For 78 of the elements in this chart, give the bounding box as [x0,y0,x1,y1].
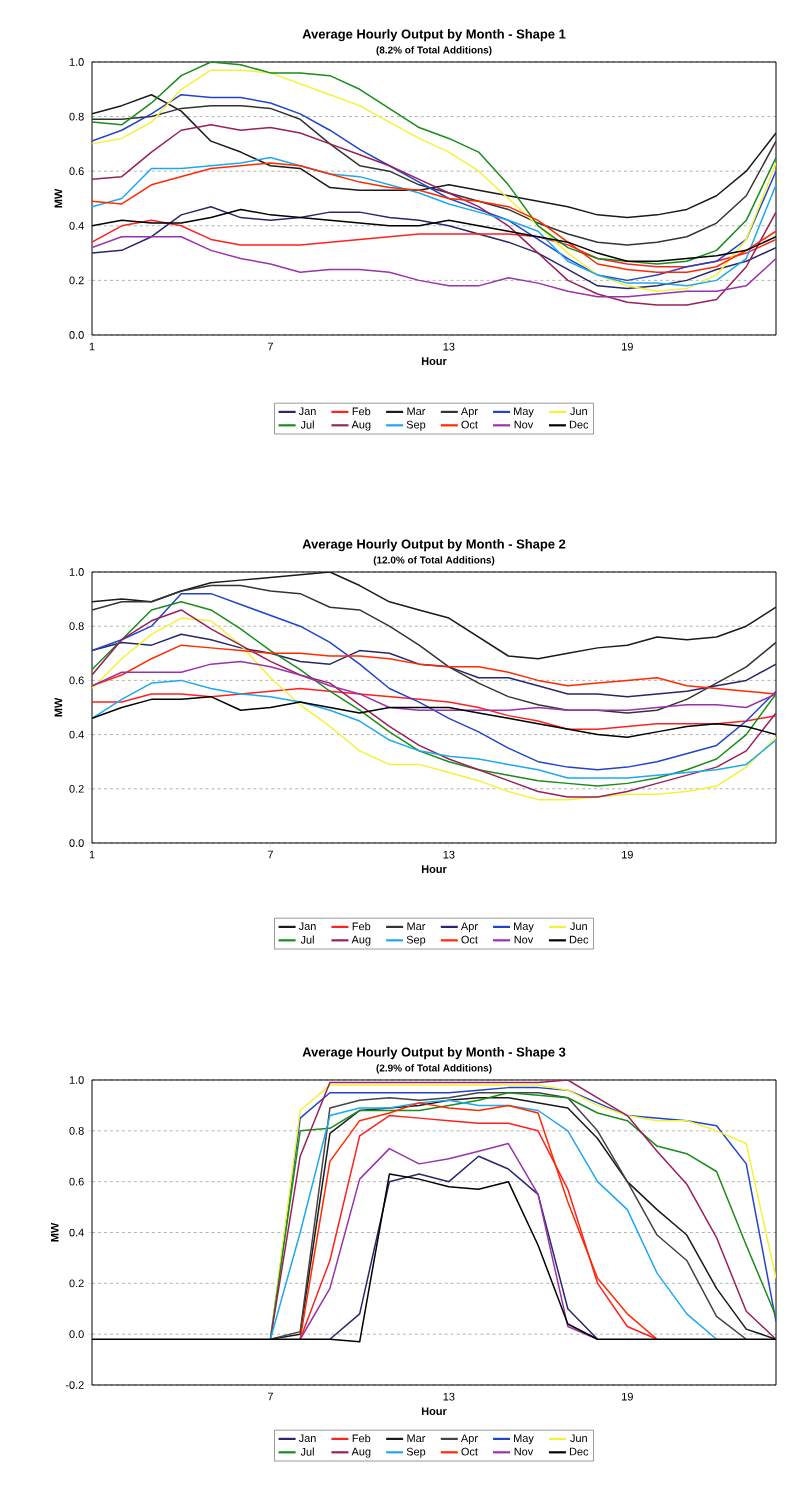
legend-label: Sep [406,1447,426,1458]
x-axis-title: Hour [421,1407,447,1416]
legend-label: Jun [570,1434,587,1443]
chart-subtitle: (12.0% of Total Additions) [373,556,495,566]
legend-label: Jan [298,1434,316,1443]
chart-title: Average Hourly Output by Month - Shape 1 [302,29,566,42]
x-tick-label: 7 [267,342,273,351]
y-tick-label: 0.4 [69,221,84,230]
legend-label: Apr [460,1434,478,1445]
legend-label: Feb [352,922,371,931]
legend-label: May [514,407,534,418]
legend-label: Oct [461,1447,478,1456]
x-tick-label: 1 [89,850,95,859]
y-tick-label: 0.0 [69,839,84,847]
y-tick-label: 0.8 [69,112,84,121]
chart-subtitle: (2.9% of Total Additions) [376,1064,492,1074]
y-axis-title: MW [50,1222,59,1242]
legend-label: Aug [351,420,371,431]
legend-label: Nov [514,1447,534,1456]
legend-label: Aug [351,1447,371,1458]
x-tick-label: 19 [622,342,633,351]
legend-label: Jun [570,407,587,416]
legend-label: Aug [351,935,371,946]
legend-label: Jul [300,935,314,944]
y-tick-label: 1.0 [69,58,84,66]
x-tick-label: 13 [443,342,455,351]
legend-label: Dec [569,420,589,429]
y-tick-label: 0.2 [69,1279,84,1288]
y-tick-label: 1.0 [69,568,84,576]
y-axis-title: MW [54,188,63,208]
y-tick-label: 0.2 [69,276,84,285]
legend-label: Sep [406,420,426,431]
x-tick-label: 13 [443,1392,455,1401]
y-tick-label: 0.6 [69,1177,84,1186]
x-tick-label: 19 [622,850,633,859]
legend-label: Mar [407,922,426,931]
legend-label: Mar [407,1434,426,1443]
legend-label: Jan [298,922,316,931]
legend-label: Feb [352,1434,371,1443]
x-tick-label: 7 [267,850,273,859]
legend-label: Nov [514,935,534,944]
legend-label: Feb [352,407,371,416]
y-tick-label: 0.0 [69,331,84,339]
y-axis-title: MW [54,697,63,717]
y-tick-label: 0.4 [69,1228,84,1237]
x-tick-label: 7 [267,1392,273,1401]
legend-label: Dec [569,935,589,944]
legend-label: Nov [514,420,534,429]
legend-label: Oct [461,420,478,429]
x-axis-title: Hour [421,357,447,366]
chart-title: Average Hourly Output by Month - Shape 3 [302,1047,566,1060]
legend-label: Apr [460,922,478,933]
x-tick-label: 19 [622,1392,633,1401]
legend-label: Mar [407,407,426,416]
legend-label: Sep [406,935,426,946]
legend-label: May [514,922,534,933]
legend-label: Jul [300,1447,314,1456]
y-tick-label: 0.8 [69,1126,84,1135]
legend-label: Jan [298,407,316,416]
chart-title: Average Hourly Output by Month - Shape 2 [302,539,566,552]
legend-label: Dec [569,1447,589,1456]
legend-label: Oct [461,935,478,944]
y-tick-label: 0.8 [69,622,84,631]
y-tick-label: -0.2 [65,1381,84,1389]
x-tick-label: 1 [89,342,95,351]
chart-subtitle: (8.2% of Total Additions) [376,46,492,56]
y-tick-label: 0.6 [69,676,84,685]
x-tick-label: 13 [443,850,455,859]
x-axis-title: Hour [421,865,447,874]
y-tick-label: 0.0 [69,1330,84,1339]
y-tick-label: 1.0 [69,1076,84,1084]
y-tick-label: 0.2 [69,784,84,793]
legend-label: Jul [300,420,314,429]
legend-label: Jun [570,922,587,931]
legend-label: Apr [460,407,478,418]
legend-label: May [514,1434,534,1445]
y-tick-label: 0.4 [69,730,84,739]
y-tick-label: 0.6 [69,167,84,176]
